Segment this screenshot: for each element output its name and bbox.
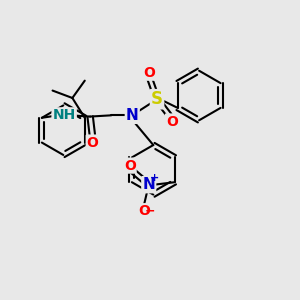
Text: −: − xyxy=(145,205,155,218)
Text: O: O xyxy=(87,136,99,150)
Text: S: S xyxy=(151,90,163,108)
Text: O: O xyxy=(144,66,155,80)
Text: O: O xyxy=(124,159,136,172)
Text: O: O xyxy=(166,115,178,128)
Text: NH: NH xyxy=(52,108,76,122)
Text: +: + xyxy=(150,173,160,183)
Text: N: N xyxy=(142,177,155,192)
Text: N: N xyxy=(126,108,139,123)
Text: O: O xyxy=(138,204,150,218)
